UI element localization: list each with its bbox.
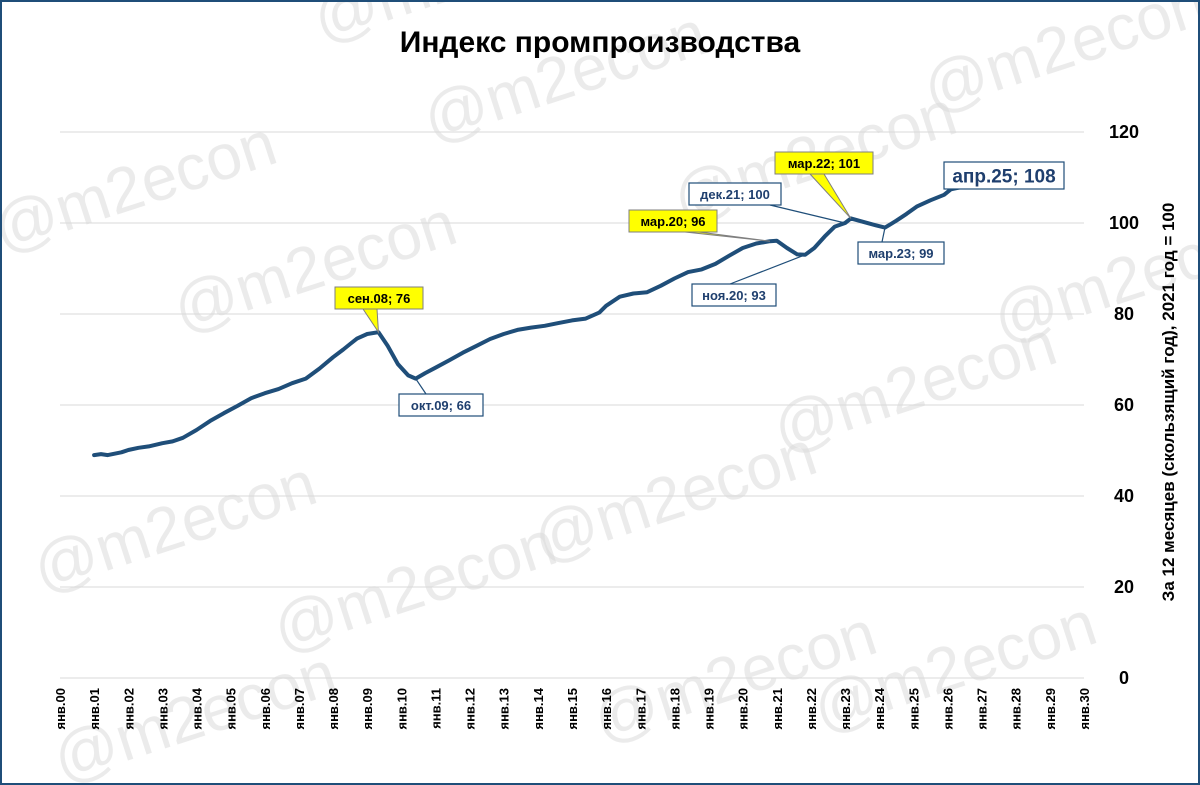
x-tick-label: янв.16: [599, 688, 614, 730]
x-tick-label: янв.06: [258, 688, 273, 730]
callout-box: [628, 209, 718, 233]
watermark-text: @m2econ: [164, 186, 465, 345]
x-tick-label: янв.15: [565, 688, 580, 730]
x-tick-label: янв.04: [190, 687, 205, 729]
grid-lines: [60, 131, 1084, 679]
callout-pointer: [362, 308, 380, 335]
x-tick-label: янв.30: [1077, 688, 1092, 730]
x-tick-label: янв.24: [872, 687, 887, 729]
x-tick-label: янв.10: [394, 688, 409, 730]
y-tick-label: 60: [1114, 395, 1134, 415]
x-tick-label: янв.08: [326, 688, 341, 730]
x-tick-label: янв.20: [736, 688, 751, 730]
callout-label: дек.21; 100: [700, 187, 770, 202]
y-tick-label: 120: [1109, 122, 1139, 142]
x-tick-label: янв.27: [975, 688, 990, 730]
watermark-text: @m2econ: [914, 2, 1198, 125]
x-tick-label: янв.22: [804, 688, 819, 730]
callout-label: сен.08; 76: [348, 291, 411, 306]
chart-title: Индекс промпроизводства: [400, 26, 801, 59]
x-tick-label: янв.26: [940, 688, 955, 730]
x-tick-label: янв.19: [702, 688, 717, 730]
callout-leader: [729, 254, 806, 285]
x-tick-label: янв.21: [770, 688, 785, 730]
annotations-layer: сен.08; 76 окт.09; 66 мар.20; 96 ноя.20; 93…: [334, 151, 1065, 417]
x-tick-label: янв.28: [1009, 688, 1024, 730]
x-tick-label: янв.29: [1043, 688, 1058, 730]
x-tick-label: янв.00: [53, 688, 68, 730]
x-tick-label: янв.03: [155, 688, 170, 730]
x-tick-label: янв.09: [360, 688, 375, 730]
y-axis-label: За 12 месяцев (скользящий год), 2021 год…: [1159, 203, 1178, 602]
callout-box: [691, 283, 777, 307]
callout-label: апр.25; 108: [952, 167, 1055, 188]
callout-box: [857, 241, 945, 265]
y-tick-label: 100: [1109, 213, 1139, 233]
series-layer: [92, 185, 962, 458]
callout-label: ноя.20; 93: [702, 288, 766, 303]
x-tick-label: янв.13: [497, 688, 512, 730]
callout-box: [398, 393, 484, 417]
callout-label: мар.23; 99: [868, 246, 933, 261]
x-tick-label: янв.14: [531, 687, 546, 729]
y-tick-label: 20: [1114, 577, 1134, 597]
callout-leader: [769, 204, 846, 224]
x-tick-label: янв.02: [121, 688, 136, 730]
x-tick-label: янв.23: [838, 688, 853, 730]
callout-box: [334, 286, 424, 310]
series-line: [92, 185, 962, 458]
x-tick-label: янв.12: [463, 688, 478, 730]
x-tick-label: янв.05: [224, 688, 239, 730]
callout-box: [774, 151, 874, 175]
x-tick-label: янв.18: [667, 688, 682, 730]
x-tick-label: янв.17: [633, 688, 648, 730]
callout-leader: [881, 227, 886, 243]
y-tick-label: 0: [1119, 668, 1129, 688]
callout-box: [688, 182, 782, 206]
x-tick-label: янв.11: [428, 688, 443, 729]
y-axis-ticks: 0 20 40 60 80 100 120: [1109, 122, 1139, 688]
y-tick-label: 80: [1114, 304, 1134, 324]
callout-label: мар.20; 96: [640, 214, 705, 229]
x-tick-label: янв.25: [906, 688, 921, 730]
callout-label: окт.09; 66: [411, 398, 471, 413]
callout-box: [943, 161, 1065, 190]
watermark-text: @m2econ: [2, 106, 285, 265]
callout-pointer: [684, 231, 771, 242]
x-tick-label: янв.01: [87, 688, 102, 730]
watermark-text: @m2econ: [24, 446, 325, 605]
y-tick-label: 40: [1114, 486, 1134, 506]
callout-leader: [415, 378, 427, 395]
callout-label: мар.22; 101: [788, 156, 860, 171]
x-axis-ticks: янв.00 янв.01 янв.02 янв.03 янв.04 янв.05 янв.…: [53, 687, 1092, 729]
x-tick-label: янв.07: [292, 688, 307, 730]
